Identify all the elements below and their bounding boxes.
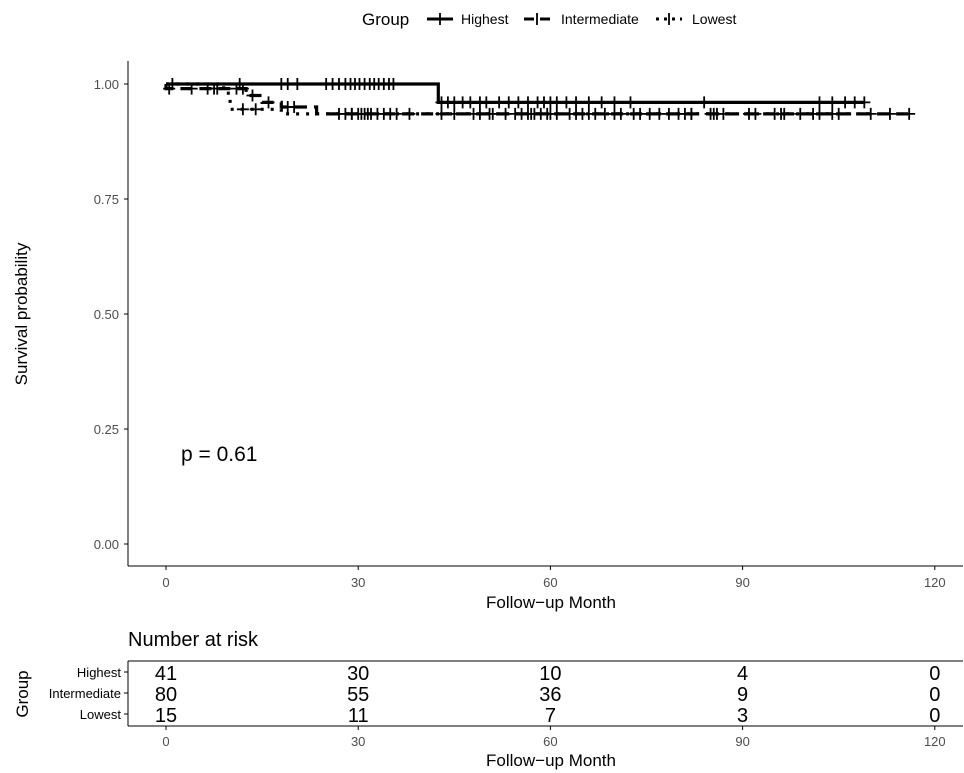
x-tick-label: 60 (543, 575, 557, 590)
survival-curve-lowest (166, 82, 871, 116)
censor-mark-intermediate (749, 107, 762, 120)
censor-mark-highest (387, 78, 400, 90)
risk-value-lowest: 3 (737, 705, 748, 727)
y-tick-label: 0.25 (94, 422, 119, 437)
y-tick-label: 0.00 (94, 537, 119, 552)
risk-value-highest: 41 (155, 663, 177, 685)
censor-mark-intermediate (185, 82, 198, 95)
censor-mark-highest (582, 96, 595, 109)
censor-mark-lowest (525, 107, 538, 120)
legend-label-intermediate: Intermediate (561, 11, 639, 27)
censor-mark-intermediate (832, 107, 845, 120)
risk-value-highest: 30 (347, 663, 369, 685)
risk-x-tick-label: 0 (162, 734, 169, 749)
y-axis-ticks: 0.00 0.25 0.50 0.75 1.00 (94, 77, 128, 552)
censor-mark-highest (826, 96, 839, 109)
censor-mark-lowest (864, 107, 877, 120)
x-tick-label: 90 (735, 575, 749, 590)
censor-mark-highest (624, 96, 637, 109)
x-axis-ticks: 0 30 60 90 120 (162, 566, 946, 590)
censor-mark-intermediate (883, 107, 896, 120)
risk-value-highest: 0 (929, 663, 940, 685)
risk-value-intermediate: 55 (347, 684, 369, 706)
censor-mark-lowest (486, 107, 499, 120)
risk-value-intermediate: 80 (155, 684, 177, 706)
censor-mark-highest (608, 96, 621, 109)
censor-mark-lowest (608, 107, 621, 120)
censor-mark-intermediate (390, 107, 403, 120)
censor-mark-highest (480, 96, 493, 109)
y-tick-label: 0.75 (94, 192, 119, 207)
censor-mark-lowest (467, 107, 480, 120)
risk-value-lowest: 0 (929, 705, 940, 727)
censor-mark-highest (570, 96, 583, 109)
risk-row-label-highest: Highest (77, 665, 121, 680)
risk-x-tick-label: 60 (543, 734, 557, 749)
legend-key-intermediate (524, 13, 550, 25)
legend-label-lowest: Lowest (692, 11, 736, 27)
risk-value-lowest: 15 (155, 705, 177, 727)
censor-mark-lowest (236, 103, 249, 116)
risk-table-y-title: Group (13, 670, 32, 717)
censor-mark-intermediate (211, 82, 224, 95)
risk-value-lowest: 7 (545, 705, 556, 727)
risk-value-lowest: 11 (348, 705, 369, 727)
censor-mark-highest (858, 96, 871, 109)
risk-table-x-title: Follow−up Month (486, 751, 616, 770)
p-value-annotation: p = 0.61 (181, 443, 257, 466)
censor-mark-intermediate (448, 107, 461, 120)
censor-mark-highest (813, 96, 826, 109)
risk-x-tick-label: 90 (735, 734, 749, 749)
survival-curve-highest (166, 82, 865, 104)
x-tick-label: 30 (351, 575, 365, 590)
censor-mark-lowest (704, 107, 717, 120)
y-tick-label: 1.00 (94, 77, 119, 92)
risk-value-intermediate: 9 (737, 684, 748, 706)
legend-title: Group (362, 10, 409, 29)
x-axis-title: Follow−up Month (486, 593, 616, 612)
censor-marks (163, 78, 916, 120)
censor-mark-intermediate (717, 107, 730, 120)
censor-mark-highest (291, 78, 304, 90)
legend-label-highest: Highest (461, 11, 509, 27)
censor-mark-intermediate (794, 107, 807, 120)
risk-table-title: Number at risk (128, 629, 259, 651)
risk-x-tick-label: 30 (351, 734, 365, 749)
censor-mark-lowest (345, 107, 358, 120)
censor-mark-lowest (775, 107, 788, 120)
risk-x-tick-label: 120 (924, 734, 946, 749)
censor-mark-lowest (544, 107, 557, 120)
legend-key-lowest (656, 13, 682, 25)
legend-key-highest (427, 13, 453, 25)
x-tick-label: 120 (924, 575, 946, 590)
censor-mark-highest (698, 96, 711, 109)
risk-table: Number at risk Highest 41 30 10 4 0Intermedia… (13, 629, 963, 770)
legend: Group Highest Intermediate Lowest (362, 10, 736, 29)
censor-mark-intermediate (236, 82, 249, 95)
risk-value-intermediate: 36 (539, 684, 561, 706)
censor-mark-lowest (249, 103, 262, 116)
censor-mark-intermediate (246, 89, 259, 102)
censor-mark-intermediate (403, 107, 416, 120)
censor-mark-intermediate (903, 107, 916, 120)
y-axis-title: Survival probability (12, 242, 31, 385)
y-tick-label: 0.50 (94, 307, 119, 322)
censor-mark-lowest (813, 107, 826, 120)
risk-table-x-ticks: 0 30 60 90 120 (162, 726, 946, 749)
risk-row-label-intermediate: Intermediate (49, 686, 121, 701)
risk-value-intermediate: 0 (929, 684, 940, 706)
censor-mark-highest (595, 96, 608, 109)
risk-value-highest: 10 (539, 663, 561, 685)
x-tick-label: 0 (162, 575, 169, 590)
censor-mark-lowest (435, 107, 448, 120)
survival-plot: 0.00 0.25 0.50 0.75 1.00 0 30 60 90 120 p = 0.61… (12, 61, 963, 612)
censor-mark-lowest (685, 107, 698, 120)
censor-mark-intermediate (288, 101, 301, 113)
risk-value-highest: 4 (737, 663, 748, 685)
risk-row-label-lowest: Lowest (80, 707, 122, 722)
censor-mark-intermediate (262, 96, 275, 109)
censor-mark-lowest (166, 78, 179, 90)
